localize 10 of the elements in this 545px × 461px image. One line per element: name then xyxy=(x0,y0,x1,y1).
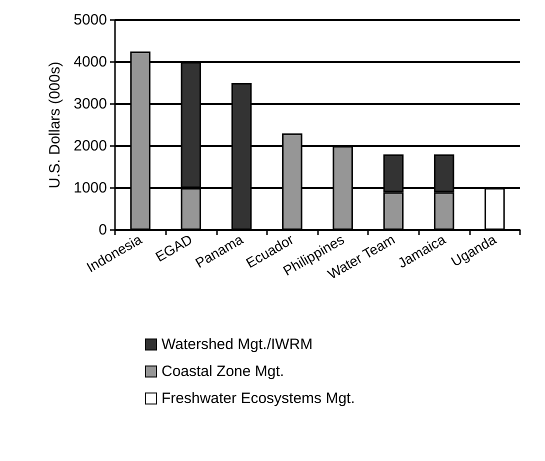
y-tick-label: 1000 xyxy=(74,180,107,196)
y-tick-label: 0 xyxy=(98,222,107,238)
y-axis-title: U.S. Dollars (000s) xyxy=(46,62,64,188)
y-tick-label: 2000 xyxy=(74,138,107,154)
y-tick-label: 3000 xyxy=(74,96,107,112)
legend-label: Freshwater Ecosystems Mgt. xyxy=(162,390,355,407)
y-tick-label: 4000 xyxy=(74,54,107,70)
y-tick-label: 5000 xyxy=(74,12,107,28)
legend-label: Coastal Zone Mgt. xyxy=(162,363,284,380)
legend-label: Watershed Mgt./IWRM xyxy=(162,336,313,353)
